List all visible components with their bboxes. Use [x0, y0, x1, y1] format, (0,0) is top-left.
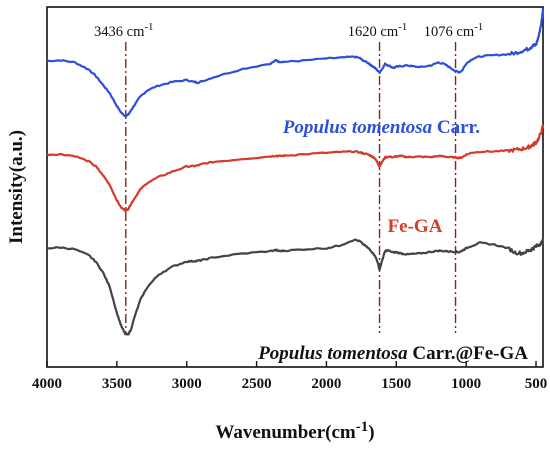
- series-label-rest: Carr.@Fe-GA: [408, 343, 529, 364]
- peak-label-sup: -1: [474, 21, 483, 33]
- x-axis-title-sup: -1: [356, 419, 369, 435]
- spectra-lines: [46, 8, 545, 336]
- series-label-0: Populus tomentosa Carr.: [282, 117, 480, 138]
- x-tick-label: 4000: [32, 376, 62, 392]
- series-label-italic: Populus tomentosa: [257, 343, 408, 364]
- series-line-0: [46, 8, 545, 118]
- peak-label-sup: -1: [144, 21, 153, 33]
- x-tick-label: 3500: [102, 376, 132, 392]
- x-tick-label: 500: [525, 376, 548, 392]
- x-tick-label: 2000: [311, 376, 341, 392]
- plot-area: 4000 3500 3000 2500 2000 1500 1000 500 3436 cm-…: [32, 6, 547, 392]
- x-tick-label: 2500: [242, 376, 272, 392]
- peak-label-sup: -1: [398, 21, 407, 33]
- x-tick-label: 3000: [172, 376, 202, 392]
- y-axis-title: Intensity(a.u.): [6, 130, 27, 244]
- series-labels: Populus tomentosa Carr. Fe-GA Populus tome…: [257, 117, 528, 364]
- x-tick-label: 1000: [451, 376, 481, 392]
- series-label-rest: Fe-GA: [388, 216, 443, 237]
- series-line-1: [46, 123, 544, 212]
- peak-label-text: 3436 cm: [94, 24, 145, 40]
- series-label-italic: Populus tomentosa: [282, 117, 433, 138]
- series-label-1: Fe-GA: [388, 216, 443, 237]
- peak-markers: [125, 42, 457, 333]
- peak-label-text: 1620 cm: [348, 24, 399, 40]
- x-axis-ticks: 4000 3500 3000 2500 2000 1500 1000 500: [32, 361, 547, 392]
- peak-label: 1076 cm-1: [424, 21, 484, 40]
- series-label-2: Populus tomentosa Carr.@Fe-GA: [257, 343, 528, 364]
- peak-labels: 3436 cm-1 1620 cm-1 1076 cm-1: [94, 21, 483, 40]
- x-tick-label: 1500: [381, 376, 411, 392]
- series-line-2: [46, 238, 545, 336]
- x-axis-title: Wavenumber(cm-1): [215, 419, 374, 443]
- plot-frame: [46, 6, 544, 368]
- peak-label-text: 1076 cm: [424, 24, 475, 40]
- series-label-rest: Carr.: [432, 117, 480, 138]
- x-axis-title-main: Wavenumber(cm: [215, 422, 356, 443]
- peak-label: 3436 cm-1: [94, 21, 154, 40]
- x-axis-title-close: ): [368, 422, 374, 443]
- peak-label: 1620 cm-1: [348, 21, 408, 40]
